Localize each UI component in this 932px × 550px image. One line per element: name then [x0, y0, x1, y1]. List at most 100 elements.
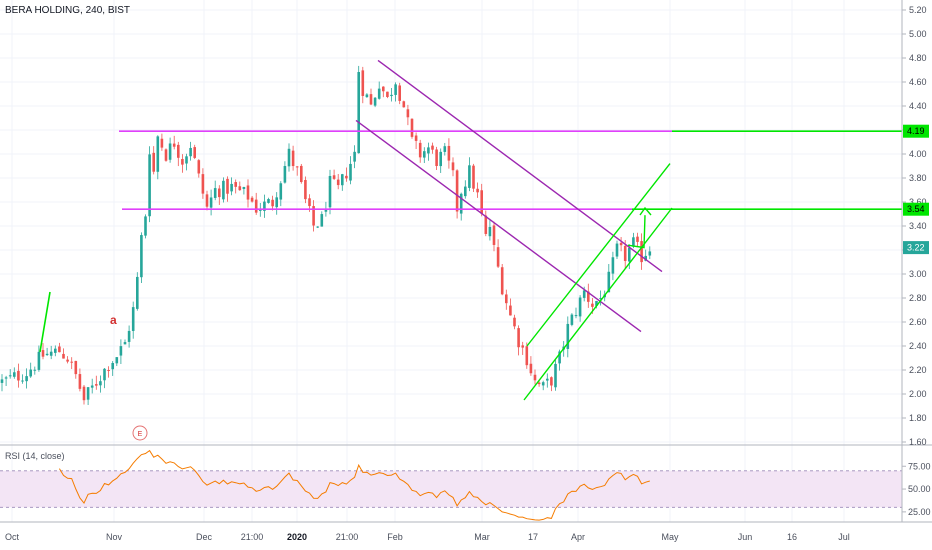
time-tick-label: Jul	[838, 532, 850, 542]
candle	[189, 141, 192, 161]
candle	[554, 359, 557, 391]
candle-body	[361, 70, 365, 96]
candle-body	[49, 351, 53, 356]
candle	[4, 375, 8, 386]
candle	[152, 146, 155, 175]
rsi-axis[interactable]: 75.00 50.00 25.00	[902, 461, 931, 517]
candle-body	[472, 165, 475, 189]
candle-body	[443, 146, 447, 152]
candle	[197, 159, 201, 178]
candle-body	[484, 215, 488, 234]
candle	[312, 200, 315, 232]
candle-body	[353, 151, 356, 162]
candlestick-series	[0, 65, 652, 406]
descending-channel-upper[interactable]	[377, 59, 663, 273]
candle	[365, 93, 369, 98]
candle-body	[611, 257, 615, 274]
last-price-badge-label: 3.22	[907, 243, 925, 253]
candle-body	[595, 301, 598, 306]
candle-body	[574, 315, 578, 317]
candle-body	[418, 142, 422, 158]
ascending-channel-upper[interactable]	[526, 163, 671, 347]
candle-body	[234, 182, 237, 187]
candle	[636, 232, 639, 247]
candle-body	[177, 144, 180, 158]
candle-body	[439, 151, 442, 167]
candle	[283, 161, 287, 184]
candle	[107, 366, 110, 378]
candle-body	[275, 197, 278, 208]
candle-body	[74, 360, 78, 375]
candle	[509, 298, 512, 316]
candle-body	[324, 208, 328, 212]
candle	[119, 339, 123, 364]
candle-body	[13, 372, 16, 377]
candle	[464, 180, 467, 199]
time-tick-label: 2020	[287, 532, 307, 542]
candle-body	[308, 198, 311, 207]
candle-body	[382, 86, 385, 92]
candle-body	[414, 135, 418, 141]
candle-body	[230, 183, 233, 192]
candle-body	[509, 305, 512, 316]
candle	[234, 179, 237, 194]
candle-body	[492, 225, 496, 245]
candle-body	[283, 166, 287, 183]
projection-path[interactable]	[627, 215, 646, 249]
candle	[373, 96, 377, 108]
event-marker[interactable]: E	[132, 425, 148, 441]
level-badge-419-bg	[903, 124, 929, 138]
time-tick-label: May	[661, 532, 679, 542]
candle-body	[390, 94, 393, 97]
candle-body	[226, 178, 229, 194]
candle	[361, 66, 365, 104]
candle	[140, 232, 143, 283]
candle	[295, 166, 299, 176]
candle-body	[295, 166, 299, 168]
candle	[525, 342, 529, 369]
candle	[439, 148, 442, 173]
candle-body	[246, 185, 250, 200]
candle	[74, 360, 78, 379]
candle-body	[164, 149, 168, 161]
candle-body	[582, 290, 586, 298]
candle	[398, 82, 401, 105]
price-badges: 4.19 3.54 3.22	[903, 124, 929, 255]
descending-channel-lower[interactable]	[355, 119, 642, 333]
candle	[431, 142, 434, 154]
candle-body	[33, 369, 37, 371]
impulse-line[interactable]	[39, 291, 51, 353]
candle	[406, 104, 410, 126]
candle-body	[541, 382, 545, 386]
candle	[587, 283, 590, 308]
candle	[90, 378, 94, 394]
candle-body	[488, 226, 492, 237]
candle-body	[222, 180, 225, 200]
time-tick-label: 21:00	[336, 532, 359, 542]
candle	[70, 357, 73, 370]
time-tick-label: 21:00	[241, 532, 264, 542]
last-price-badge-bg	[903, 241, 929, 255]
candle-body	[525, 346, 529, 366]
candle-body	[45, 353, 49, 356]
candle-body	[238, 186, 242, 191]
candle-body	[189, 147, 192, 157]
candle-body	[0, 379, 4, 383]
candle	[615, 240, 619, 259]
candle	[8, 369, 12, 379]
candle	[332, 169, 336, 181]
candle	[377, 81, 381, 100]
time-axis[interactable]: Oct Nov Dec 21:00 2020 21:00 Feb Mar 17 Apr May Jun…	[5, 532, 850, 542]
candle-body	[373, 97, 377, 106]
candle-body	[558, 351, 561, 364]
candle	[476, 182, 479, 198]
candle	[82, 384, 86, 405]
candle-body	[578, 297, 582, 317]
candle	[566, 316, 570, 358]
candle	[427, 142, 430, 161]
candle-body	[181, 159, 184, 165]
candle-body	[300, 165, 303, 183]
ascending-channel-lower[interactable]	[523, 207, 673, 401]
candle-body	[62, 353, 65, 359]
